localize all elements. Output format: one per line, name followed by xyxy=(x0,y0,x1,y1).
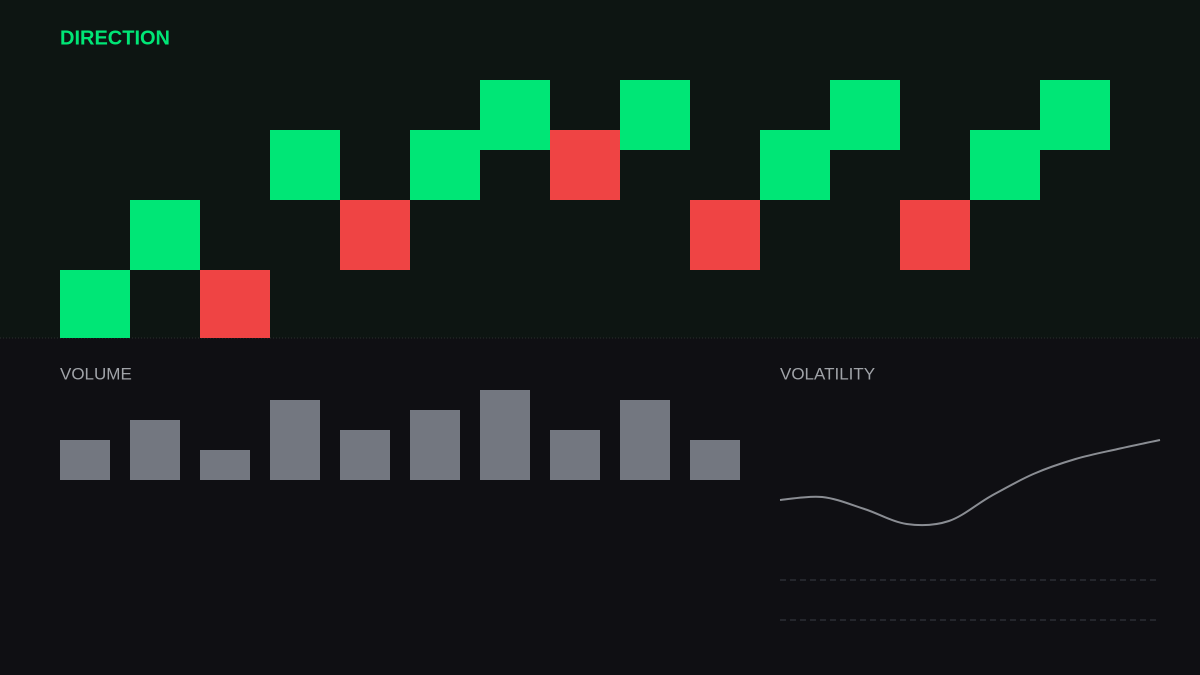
lower-panel xyxy=(0,338,1200,675)
direction-square xyxy=(340,200,410,270)
direction-square xyxy=(760,130,830,200)
direction-square xyxy=(690,200,760,270)
direction-square xyxy=(900,200,970,270)
volume-bar xyxy=(620,400,670,480)
direction-square xyxy=(1040,80,1110,150)
direction-square xyxy=(550,130,620,200)
volatility-line xyxy=(779,439,1161,527)
volume-bar xyxy=(550,430,600,480)
volume-bar xyxy=(410,410,460,480)
direction-square xyxy=(270,130,340,200)
direction-square xyxy=(200,270,270,338)
direction-square xyxy=(620,80,690,150)
volume-bar xyxy=(130,420,180,480)
direction-square xyxy=(830,80,900,150)
volatility-title: VOLATILITY xyxy=(780,364,875,383)
volume-bar xyxy=(270,400,320,480)
direction-square xyxy=(410,130,480,200)
volume-bar xyxy=(690,440,740,480)
direction-square xyxy=(970,130,1040,200)
volume-title: VOLUME xyxy=(60,364,132,383)
direction-title: DIRECTION xyxy=(60,27,170,49)
direction-square xyxy=(480,80,550,150)
direction-square xyxy=(130,200,200,270)
volume-bar xyxy=(200,450,250,480)
volume-bar xyxy=(60,440,110,480)
direction-square xyxy=(60,270,130,338)
volume-bar xyxy=(480,390,530,480)
volume-bar xyxy=(340,430,390,480)
